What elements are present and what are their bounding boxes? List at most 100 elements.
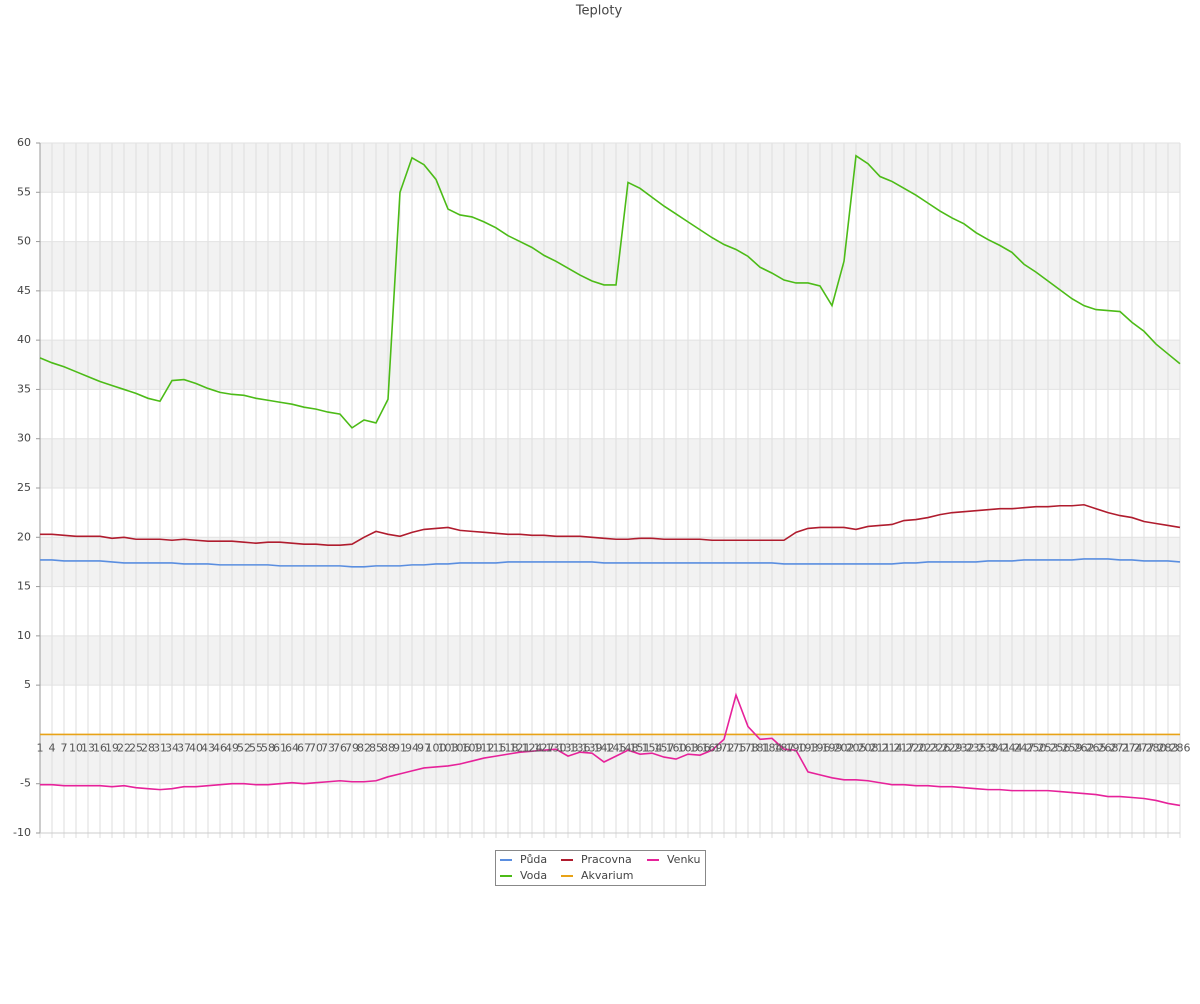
- x-tick-label: 274: [1122, 741, 1143, 754]
- x-tick-label: 25: [129, 741, 143, 754]
- x-tick-label: 193: [798, 741, 819, 754]
- x-tick-label: 196: [810, 741, 831, 754]
- x-tick-label: 130: [546, 741, 567, 754]
- x-tick-label: 268: [1098, 741, 1119, 754]
- x-tick-label: 244: [1002, 741, 1023, 754]
- x-tick-label: 223: [918, 741, 939, 754]
- x-tick-label: 265: [1086, 741, 1107, 754]
- x-tick-label: 250: [1026, 741, 1047, 754]
- x-tick-label: 181: [750, 741, 771, 754]
- y-tick-label: 35: [17, 382, 31, 395]
- x-tick-label: 139: [582, 741, 603, 754]
- x-tick-label: 61: [273, 741, 287, 754]
- x-tick-label: 127: [534, 741, 555, 754]
- x-tick-label: 259: [1062, 741, 1083, 754]
- y-tick-label: 45: [17, 284, 31, 297]
- x-tick-label: 28: [141, 741, 155, 754]
- y-tick-label: 30: [17, 432, 31, 445]
- x-tick-label: 100: [426, 741, 447, 754]
- x-tick-label: 22: [117, 741, 131, 754]
- x-tick-label: 85: [369, 741, 383, 754]
- x-tick-label: 49: [225, 741, 239, 754]
- x-tick-label: 232: [954, 741, 975, 754]
- legend-label: Akvarium: [581, 869, 633, 882]
- x-tick-label: 43: [201, 741, 215, 754]
- x-tick-label: 79: [345, 741, 359, 754]
- x-tick-label: 163: [678, 741, 699, 754]
- x-tick-label: 136: [570, 741, 591, 754]
- x-tick-label: 97: [417, 741, 431, 754]
- x-tick-label: 82: [357, 741, 371, 754]
- x-tick-label: 118: [498, 741, 519, 754]
- legend-label: Voda: [520, 869, 547, 882]
- x-tick-label: 10: [69, 741, 83, 754]
- x-tick-label: 64: [285, 741, 299, 754]
- x-tick-label: 253: [1038, 741, 1059, 754]
- x-tick-label: 202: [834, 741, 855, 754]
- x-tick-label: 286: [1170, 741, 1191, 754]
- legend-label: Venku: [667, 853, 700, 866]
- x-tick-label: 229: [942, 741, 963, 754]
- y-tick-label: 55: [17, 185, 31, 198]
- x-tick-label: 115: [486, 741, 507, 754]
- x-tick-label: 76: [333, 741, 347, 754]
- x-tick-label: 19: [105, 741, 119, 754]
- y-tick-label: 25: [17, 481, 31, 494]
- x-tick-label: 151: [630, 741, 651, 754]
- x-tick-label: 220: [906, 741, 927, 754]
- x-tick-label: 73: [321, 741, 335, 754]
- x-tick-label: 133: [558, 741, 579, 754]
- x-tick-label: 154: [642, 741, 663, 754]
- x-tick-label: 7: [61, 741, 68, 754]
- x-tick-label: 46: [213, 741, 227, 754]
- x-tick-label: 34: [165, 741, 179, 754]
- x-tick-label: 175: [726, 741, 747, 754]
- y-tick-label: 60: [17, 136, 31, 149]
- grid-band: [40, 143, 1180, 193]
- x-tick-label: 58: [261, 741, 275, 754]
- x-tick-label: 121: [510, 741, 531, 754]
- y-tick-label: 50: [17, 235, 31, 248]
- chart-title: Teploty: [575, 4, 623, 19]
- x-tick-label: 16: [93, 741, 107, 754]
- x-tick-label: 277: [1134, 741, 1155, 754]
- x-tick-label: 4: [49, 741, 56, 754]
- x-tick-label: 52: [237, 741, 251, 754]
- x-tick-label: 1: [37, 741, 44, 754]
- x-tick-label: 178: [738, 741, 759, 754]
- x-tick-label: 70: [309, 741, 323, 754]
- legend-box: [495, 850, 706, 886]
- x-tick-label: 67: [297, 741, 311, 754]
- y-tick-label: 20: [17, 530, 31, 543]
- y-tick-label: -5: [20, 777, 31, 790]
- legend-label: Pracovna: [581, 853, 632, 866]
- x-tick-label: 226: [930, 741, 951, 754]
- x-tick-label: 271: [1110, 741, 1131, 754]
- x-tick-label: 247: [1014, 741, 1035, 754]
- y-tick-label: 40: [17, 333, 31, 346]
- x-tick-label: 238: [978, 741, 999, 754]
- x-tick-label: 145: [606, 741, 627, 754]
- x-tick-label: 172: [714, 741, 735, 754]
- x-tick-label: 88: [381, 741, 395, 754]
- x-tick-label: 55: [249, 741, 263, 754]
- x-tick-label: 262: [1074, 741, 1095, 754]
- x-tick-label: 208: [858, 741, 879, 754]
- x-tick-label: 37: [177, 741, 191, 754]
- x-tick-label: 199: [822, 741, 843, 754]
- series-line: [40, 558, 1181, 568]
- grid-band: [40, 635, 1180, 686]
- x-tick-label: 103: [438, 741, 459, 754]
- x-tick-label: 160: [666, 741, 687, 754]
- x-tick-label: 94: [405, 741, 419, 754]
- x-tick-label: 283: [1158, 741, 1179, 754]
- x-tick-label: 211: [870, 741, 891, 754]
- series-line: [39, 154, 1181, 429]
- x-tick-label: 187: [774, 741, 795, 754]
- x-tick-label: 214: [882, 741, 903, 754]
- grid-band: [40, 340, 1180, 390]
- grid-band: [40, 438, 1180, 488]
- grid-band: [40, 241, 1180, 291]
- legend-label: Půda: [520, 853, 547, 866]
